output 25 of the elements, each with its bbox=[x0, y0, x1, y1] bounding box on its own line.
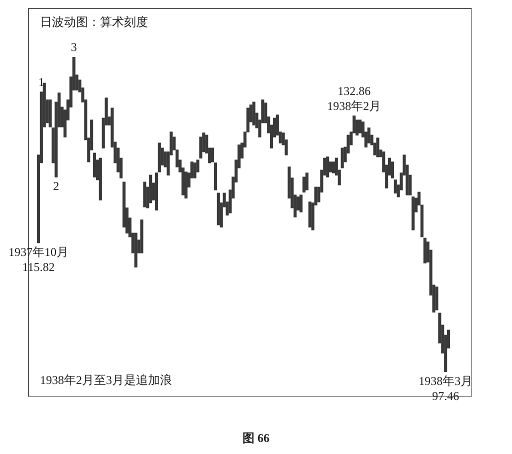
annotation: 1 bbox=[38, 75, 44, 90]
annotation: 3 bbox=[70, 40, 77, 54]
annotation: 1938年2月 bbox=[327, 99, 382, 114]
candlestick bbox=[435, 286, 438, 310]
candlestick bbox=[367, 128, 370, 144]
candlestick bbox=[394, 180, 397, 194]
candlestick bbox=[340, 148, 344, 168]
chart-title: 日波动图：算术刻度 bbox=[40, 14, 148, 31]
candlestick bbox=[210, 148, 214, 162]
candlestick bbox=[358, 120, 362, 134]
candlestick bbox=[376, 138, 380, 158]
caption: 图 66 bbox=[242, 430, 270, 447]
candlestick bbox=[356, 120, 359, 136]
candlestick bbox=[299, 194, 303, 212]
annotation: 2 bbox=[53, 179, 60, 194]
candlestick bbox=[302, 176, 306, 192]
text: 1938年2月至3月是追加浪 bbox=[40, 372, 172, 389]
candlestick bbox=[305, 172, 308, 190]
candlestick bbox=[390, 162, 394, 178]
annotation: 1938年3月 bbox=[418, 374, 473, 388]
annotation: 132.86 bbox=[338, 84, 371, 98]
candlestick bbox=[332, 162, 336, 174]
candlestick bbox=[326, 156, 330, 178]
annotation: 97.46 bbox=[432, 389, 460, 404]
candlestick bbox=[252, 102, 256, 126]
